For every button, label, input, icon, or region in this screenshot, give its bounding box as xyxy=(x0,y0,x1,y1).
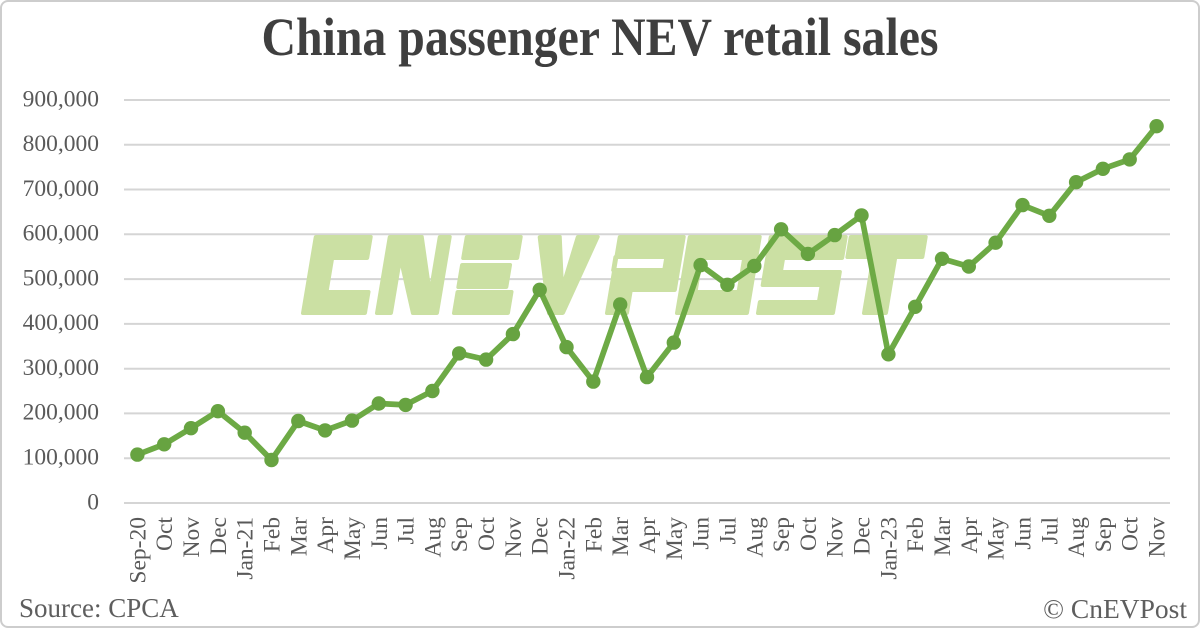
svg-text:Dec: Dec xyxy=(528,517,554,555)
svg-text:Oct: Oct xyxy=(474,517,500,551)
svg-text:May: May xyxy=(984,517,1010,560)
svg-text:0: 0 xyxy=(87,489,99,515)
svg-text:Jan-23: Jan-23 xyxy=(876,517,902,580)
svg-text:Sep: Sep xyxy=(447,517,473,552)
svg-text:Aug: Aug xyxy=(1064,517,1090,558)
svg-text:400,000: 400,000 xyxy=(23,310,99,336)
svg-text:300,000: 300,000 xyxy=(23,355,99,381)
svg-text:Jun: Jun xyxy=(367,517,393,550)
svg-text:Jan-22: Jan-22 xyxy=(555,517,581,580)
svg-text:Mar: Mar xyxy=(930,517,956,556)
svg-text:Apr: Apr xyxy=(957,517,983,554)
svg-text:Oct: Oct xyxy=(796,517,822,551)
svg-text:Jun: Jun xyxy=(1011,517,1037,550)
svg-text:Apr: Apr xyxy=(313,517,339,554)
svg-text:Jul: Jul xyxy=(1037,517,1063,545)
svg-text:Mar: Mar xyxy=(608,517,634,556)
svg-text:Aug: Aug xyxy=(742,517,768,558)
svg-text:Sep-20: Sep-20 xyxy=(125,517,151,584)
svg-text:200,000: 200,000 xyxy=(23,400,99,426)
svg-text:Nov: Nov xyxy=(179,517,205,558)
svg-text:Jun: Jun xyxy=(689,517,715,550)
svg-text:Dec: Dec xyxy=(206,517,232,555)
svg-text:600,000: 600,000 xyxy=(23,221,99,247)
svg-text:Jul: Jul xyxy=(715,517,741,545)
svg-text:Nov: Nov xyxy=(501,517,527,558)
svg-text:Mar: Mar xyxy=(286,517,312,556)
svg-text:500,000: 500,000 xyxy=(23,265,99,291)
svg-text:Apr: Apr xyxy=(635,517,661,554)
svg-text:100,000: 100,000 xyxy=(23,445,99,471)
svg-text:700,000: 700,000 xyxy=(23,176,99,202)
svg-text:Feb: Feb xyxy=(581,517,607,552)
svg-text:Jul: Jul xyxy=(394,517,420,545)
svg-text:Nov: Nov xyxy=(823,517,849,558)
svg-text:800,000: 800,000 xyxy=(23,131,99,157)
svg-text:Jan-21: Jan-21 xyxy=(233,517,259,580)
svg-text:Nov: Nov xyxy=(1145,517,1171,558)
svg-text:Feb: Feb xyxy=(903,517,929,552)
svg-text:May: May xyxy=(340,517,366,560)
svg-text:Sep: Sep xyxy=(769,517,795,552)
svg-text:May: May xyxy=(662,517,688,560)
svg-text:Aug: Aug xyxy=(420,517,446,558)
svg-text:900,000: 900,000 xyxy=(23,86,99,112)
svg-text:Oct: Oct xyxy=(1118,517,1144,551)
svg-text:Feb: Feb xyxy=(260,517,286,552)
svg-text:Sep: Sep xyxy=(1091,517,1117,552)
svg-text:Dec: Dec xyxy=(850,517,876,555)
svg-text:Oct: Oct xyxy=(152,517,178,551)
